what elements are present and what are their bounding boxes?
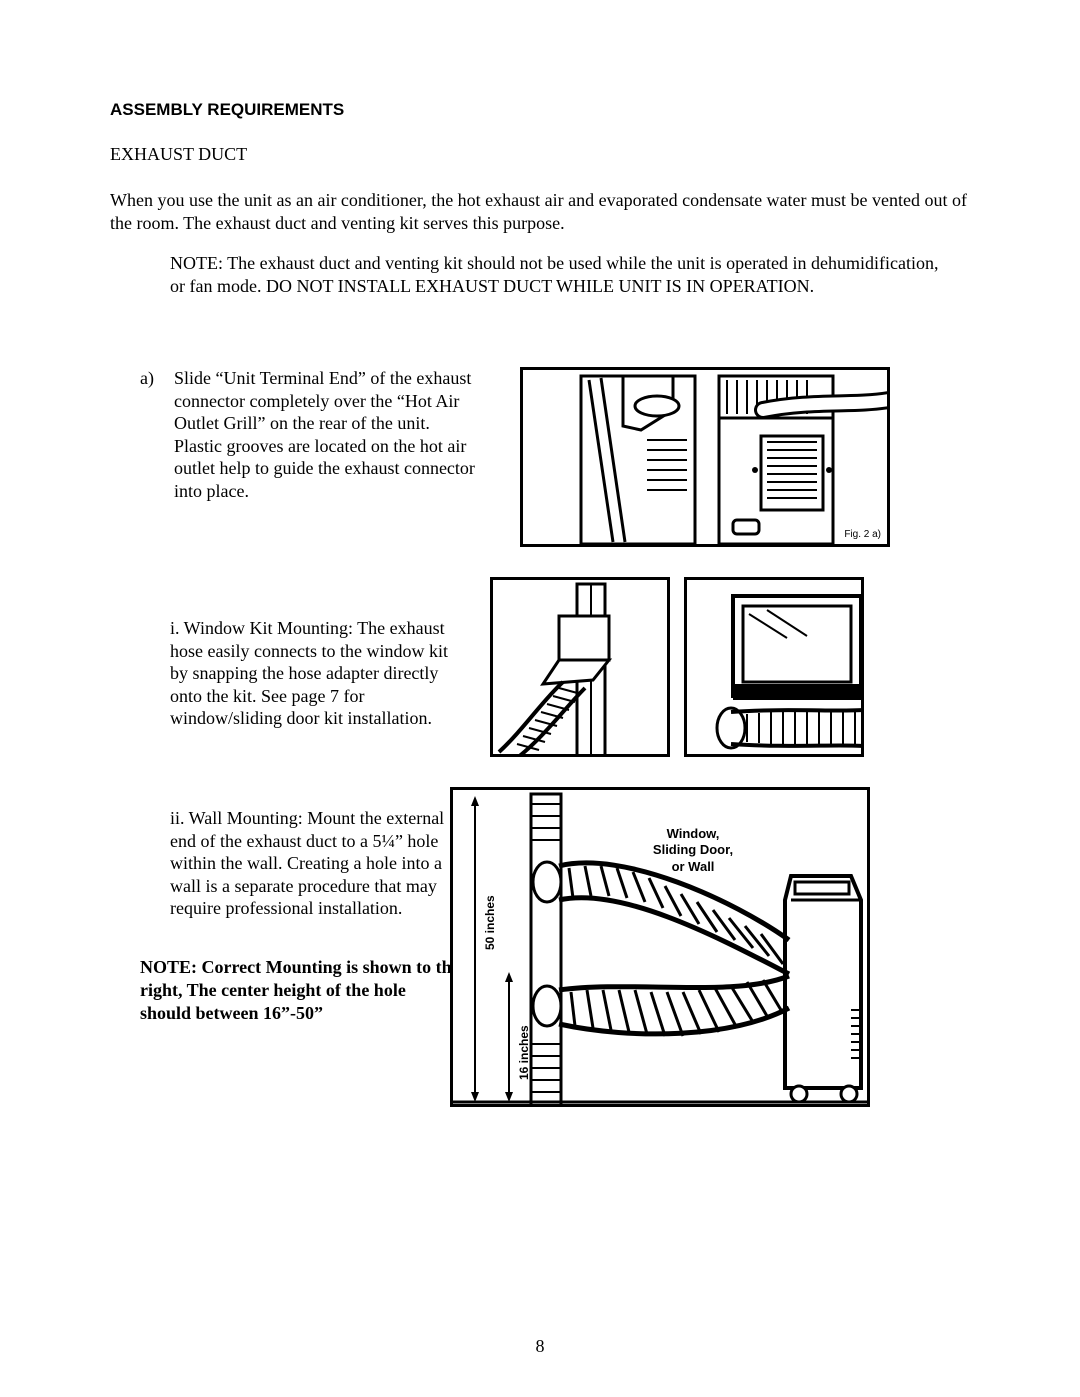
step-a-text: a) Slide “Unit Terminal End” of the exha… xyxy=(140,367,480,502)
figure-2a-caption: Fig. 2 a) xyxy=(844,529,881,540)
page-number: 8 xyxy=(0,1336,1080,1357)
mounting-note: NOTE: Correct Mounting is shown to the r… xyxy=(140,956,460,1026)
figure-mount-label-l1: Window,Sliding Door,or Wall xyxy=(653,826,733,874)
figure-2a-svg xyxy=(523,370,890,547)
figure-mount-label: Window,Sliding Door,or Wall xyxy=(623,826,763,875)
step-a-row: a) Slide “Unit Terminal End” of the exha… xyxy=(110,367,970,547)
section-subheading: EXHAUST DUCT xyxy=(110,144,970,165)
dim-50-label: 50 inches xyxy=(483,895,497,950)
figure-wall-svg xyxy=(687,580,864,757)
step-ii-text: ii. Wall Mounting: Mount the external en… xyxy=(170,807,460,920)
step-a-body: Slide “Unit Terminal End” of the exhaust… xyxy=(174,367,480,502)
section-heading: ASSEMBLY REQUIREMENTS xyxy=(110,100,970,120)
figure-wall-mount xyxy=(684,577,864,757)
step-ii-col: ii. Wall Mounting: Mount the external en… xyxy=(110,787,460,1026)
figure-2a: Fig. 2 a) xyxy=(520,367,890,547)
note-paragraph: NOTE: The exhaust duct and venting kit s… xyxy=(170,252,950,297)
step-ii-row: ii. Wall Mounting: Mount the external en… xyxy=(110,787,970,1107)
dim-16-label: 16 inches xyxy=(517,1025,531,1080)
step-i-text: i. Window Kit Mounting: The exhaust hose… xyxy=(170,617,460,730)
figure-window-svg xyxy=(493,580,670,757)
figure-mounting-diagram: Window,Sliding Door,or Wall 50 inches 16… xyxy=(450,787,870,1107)
step-i-row: i. Window Kit Mounting: The exhaust hose… xyxy=(110,577,970,757)
figure-window-kit xyxy=(490,577,670,757)
step-a-marker: a) xyxy=(140,367,174,502)
intro-paragraph: When you use the unit as an air conditio… xyxy=(110,189,970,234)
figure-window-row xyxy=(490,577,864,757)
page: ASSEMBLY REQUIREMENTS EXHAUST DUCT When … xyxy=(0,0,1080,1397)
